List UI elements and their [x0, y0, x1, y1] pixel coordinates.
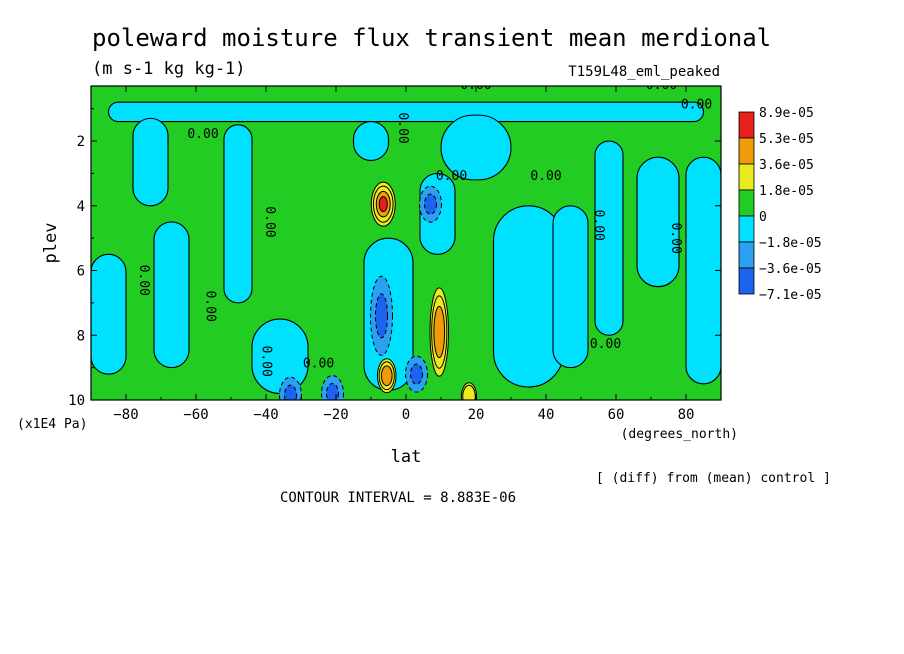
- x-tick-label: −40: [253, 407, 278, 423]
- y-axis-units: (x1E4 Pa): [17, 417, 87, 432]
- legend-label: 0: [759, 210, 767, 225]
- x-axis: −80 −60 −40 −20 0 20 40 60 80: [90, 86, 722, 423]
- negative-minimum-core: [375, 293, 388, 339]
- x-tick-label: −80: [113, 407, 138, 423]
- zero-contour-label: 0.00: [436, 169, 467, 184]
- y-axis: 2 4 6 8 10: [68, 108, 721, 409]
- negative-region: [552, 205, 589, 369]
- legend-label: 3.6e-05: [759, 158, 814, 173]
- negative-region: [636, 156, 680, 288]
- negative-region: [132, 117, 169, 207]
- negative-region: [685, 156, 721, 385]
- y-tick-label: 10: [68, 393, 85, 409]
- negative-region: [107, 101, 705, 123]
- zero-contour-label: 0.00: [591, 210, 606, 241]
- zero-contour-label: 0.00: [530, 169, 561, 184]
- x-tick-label: 40: [538, 407, 555, 423]
- positive-maximum-contour: [378, 196, 388, 213]
- zero-contour-label: 0.00: [187, 127, 218, 142]
- x-tick-label: 80: [678, 407, 695, 423]
- y-tick-label: 4: [77, 199, 85, 215]
- x-tick-label: 20: [468, 407, 485, 423]
- zero-contour-label: 0.00: [259, 345, 274, 376]
- x-tick-label: −20: [323, 407, 348, 423]
- legend-label: 1.8e-05: [759, 184, 814, 199]
- zero-contour-label: 0.00: [668, 222, 683, 253]
- zero-contour-label: 0.00: [262, 206, 277, 237]
- legend-swatch: [738, 137, 755, 165]
- y-tick-label: 6: [77, 264, 85, 280]
- legend-label: −1.8e-05: [759, 236, 822, 251]
- zero-contour-label: 0.00: [681, 98, 712, 113]
- legend-swatch: [738, 215, 755, 243]
- legend-label: 5.3e-05: [759, 132, 814, 147]
- negative-regions: [91, 101, 721, 395]
- legend-label: 8.9e-05: [759, 106, 814, 121]
- negative-minimum-core: [284, 384, 297, 400]
- negative-minimum-core: [424, 193, 437, 215]
- comparison-note: [ (diff) from (mean) control ]: [596, 471, 831, 486]
- zero-contour-label: 0.00: [203, 290, 218, 321]
- zero-contour-label: 0.00: [646, 78, 677, 93]
- x-tick-label: −60: [183, 407, 208, 423]
- positive-maximum-contour: [462, 384, 476, 400]
- negative-minima: [279, 185, 442, 400]
- x-tick-label: 60: [608, 407, 625, 423]
- experiment-label: T159L48_eml_peaked: [568, 64, 720, 80]
- chart-title: poleward moisture flux transient mean me…: [92, 24, 771, 52]
- legend-label: −3.6e-05: [759, 262, 822, 277]
- legend-label: −7.1e-05: [759, 288, 822, 303]
- y-tick-label: 2: [77, 134, 85, 150]
- negative-region: [153, 221, 190, 369]
- negative-minimum-core: [410, 363, 423, 385]
- y-tick-label: 8: [77, 328, 85, 344]
- negative-region: [91, 253, 127, 375]
- zero-contour-label: 0.00: [590, 337, 621, 352]
- negative-minimum-core: [326, 383, 339, 400]
- zero-contour-label: 0.00: [303, 357, 334, 372]
- x-axis-units: (degrees_north): [621, 427, 738, 442]
- negative-region: [352, 121, 390, 162]
- negative-region: [223, 124, 253, 304]
- contour-interval: CONTOUR INTERVAL = 8.883E-06: [280, 490, 516, 506]
- y-axis-label: plev: [41, 223, 61, 264]
- legend-swatch: [738, 111, 755, 139]
- legend-swatch: [738, 241, 755, 269]
- legend-swatch: [738, 163, 755, 191]
- zero-contour-label: 0.00: [136, 265, 151, 296]
- positive-maxima: [370, 181, 478, 400]
- zero-contour-labels: 0.00 0.00 0.00 0.00 0.00 0.00 0.00 0.00 0.00 0.00…: [136, 78, 712, 377]
- chart-units: (m s-1 kg kg-1): [92, 59, 246, 79]
- x-tick-label: 0: [402, 407, 410, 423]
- negative-region: [440, 114, 512, 181]
- legend-swatch: [738, 189, 755, 217]
- positive-maximum-contour: [380, 365, 393, 387]
- negative-region: [594, 140, 624, 336]
- x-axis-label: lat: [391, 447, 422, 467]
- zero-contour-label: 0.00: [395, 112, 410, 143]
- positive-maximum-contour: [433, 305, 446, 359]
- color-legend: 8.9e-05 5.3e-05 3.6e-05 1.8e-05 0 −1.8e-05 −3.…: [738, 106, 822, 303]
- plot-area: 0.00 0.00 0.00 0.00 0.00 0.00 0.00 0.00 0.00 0.00…: [91, 78, 721, 400]
- legend-swatch: [738, 267, 755, 295]
